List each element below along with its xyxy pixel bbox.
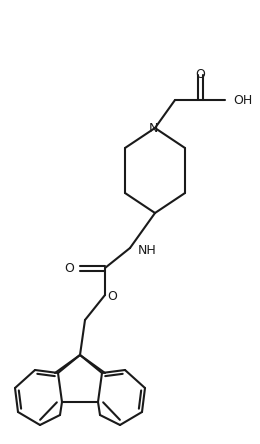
Text: O: O <box>107 290 117 304</box>
Text: OH: OH <box>233 94 252 107</box>
Text: O: O <box>195 67 205 80</box>
Text: N: N <box>148 123 158 135</box>
Text: NH: NH <box>138 245 157 258</box>
Text: O: O <box>64 262 74 274</box>
